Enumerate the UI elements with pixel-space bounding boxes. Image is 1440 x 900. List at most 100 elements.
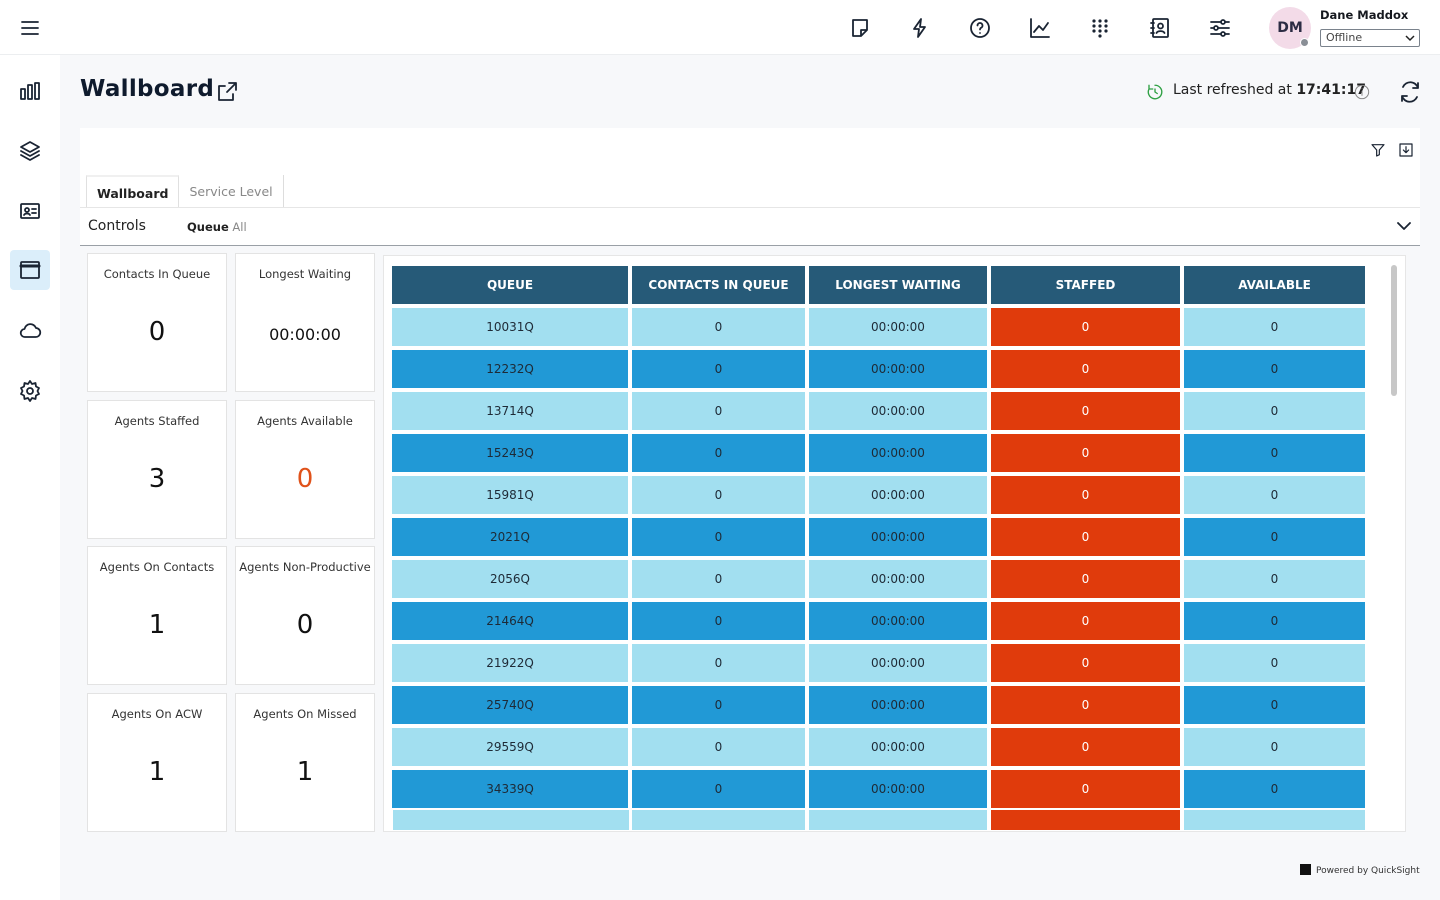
table-cell: 0 (1184, 560, 1365, 598)
nav-dashboards[interactable] (18, 79, 42, 103)
kpi-value: 0 (296, 463, 314, 494)
footer-text: Powered by QuickSight (1316, 866, 1420, 876)
table-cell: 0 (632, 602, 805, 640)
table-row: 21922Q 0 00:00:00 0 0 (392, 644, 1365, 682)
open-external[interactable] (215, 80, 239, 104)
table-cell: 0 (991, 686, 1180, 724)
table-cell: 0 (991, 518, 1180, 556)
collapse-controls[interactable] (1396, 219, 1412, 233)
menu-button[interactable] (18, 16, 42, 40)
analytics-icon[interactable] (1028, 16, 1052, 40)
column-header[interactable]: AVAILABLE (1184, 266, 1365, 304)
status-value: Offline (1326, 31, 1363, 44)
table-cell: 0 (632, 518, 805, 556)
settings-sliders-icon[interactable] (1208, 16, 1232, 40)
table-cell: 0 (991, 308, 1180, 346)
table-cell: 0 (991, 434, 1180, 472)
table-cell: 0 (1184, 686, 1365, 724)
nav-layers[interactable] (18, 139, 42, 163)
table-cell: 0 (991, 728, 1180, 766)
tab[interactable]: Wallboard (86, 175, 180, 208)
kpi-label: Agents On ACW (111, 706, 203, 721)
dialpad-icon[interactable] (1088, 16, 1112, 40)
nav-wallboard[interactable] (18, 258, 42, 282)
kpi-card: Agents Staffed 3 (87, 399, 227, 539)
quick-actions-icon[interactable] (908, 16, 932, 40)
table-cell: 00:00:00 (809, 728, 987, 766)
column-header[interactable]: LONGEST WAITING (809, 266, 987, 304)
table-cell: 0 (1184, 350, 1365, 388)
table-row: 29559Q 0 00:00:00 0 0 (392, 728, 1365, 766)
nav-settings[interactable] (18, 379, 42, 403)
tab[interactable]: Service Level (179, 175, 284, 208)
user-name: Dane Maddox (1320, 8, 1409, 22)
kpi-label: Agents Non-Productive (239, 560, 371, 574)
nav-contacts[interactable] (18, 199, 42, 223)
kpi-card: Agents On Contacts 1 (87, 546, 227, 685)
table-cell: 0 (1184, 728, 1365, 766)
table-cell: 21922Q (392, 644, 628, 682)
table-row: 13714Q 0 00:00:00 0 0 (392, 392, 1365, 430)
kpi-card: Longest Waiting 00:00:00 (235, 253, 375, 392)
table-cell: 0 (991, 770, 1180, 808)
column-header[interactable]: STAFFED (991, 266, 1180, 304)
table-cell: 0 (1184, 602, 1365, 640)
scrollbar[interactable] (1391, 265, 1397, 396)
table-cell: 0 (991, 476, 1180, 514)
top-bar: DM Dane Maddox Offline (0, 0, 1440, 55)
table-cell: 0 (1184, 518, 1365, 556)
controls-bar (80, 207, 1420, 246)
footer: Powered by QuickSight (1300, 864, 1420, 876)
table-cell: 0 (1184, 476, 1365, 514)
status-select[interactable]: Offline (1320, 29, 1420, 47)
table-cell: 0 (632, 770, 805, 808)
queue-table-panel: QUEUE CONTACTS IN QUEUE LONGEST WAITING STA… (383, 255, 1406, 832)
help-icon[interactable] (968, 16, 992, 40)
page-title: Wallboard (80, 76, 215, 102)
refresh-time: 17:41:17 (1296, 82, 1366, 98)
kpi-value: 1 (148, 610, 166, 640)
nav-cloud[interactable] (18, 319, 42, 343)
table-cell: 2021Q (392, 518, 628, 556)
table-row: 21464Q 0 00:00:00 0 0 (392, 602, 1365, 640)
filter-name: Queue (187, 220, 229, 234)
queue-filter[interactable]: Queue All (187, 220, 247, 234)
table-row: 2021Q 0 00:00:00 0 0 (392, 518, 1365, 556)
kpi-label: Agents Staffed (114, 413, 200, 428)
partial-row-cell (393, 810, 629, 830)
table-cell: 0 (1184, 308, 1365, 346)
kpi-card: Contacts In Queue 0 (87, 253, 227, 392)
kpi-card: Agents Available 0 (235, 399, 375, 539)
kpi-card: Agents Non-Productive 0 (235, 546, 375, 685)
refresh-button[interactable] (1398, 80, 1422, 104)
partial-row-cell (991, 810, 1180, 830)
table-row: 15981Q 0 00:00:00 0 0 (392, 476, 1365, 514)
column-header[interactable]: QUEUE (392, 266, 628, 304)
table-row: 34339Q 0 00:00:00 0 0 (392, 770, 1365, 808)
table-cell: 0 (1184, 392, 1365, 430)
table-cell: 0 (1184, 770, 1365, 808)
table-cell: 0 (1184, 434, 1365, 472)
tab-bar: Wallboard Service Level (86, 175, 284, 208)
nav-active-highlight (10, 250, 50, 290)
filter-button[interactable] (1370, 142, 1386, 158)
sidebar (0, 55, 60, 900)
table-cell: 00:00:00 (809, 602, 987, 640)
quicksight-logo (1300, 864, 1311, 875)
partial-row-cell (1184, 810, 1365, 830)
column-header[interactable]: CONTACTS IN QUEUE (632, 266, 805, 304)
info-icon[interactable] (1354, 84, 1370, 100)
contacts-icon[interactable] (1148, 16, 1172, 40)
table-cell: 00:00:00 (809, 560, 987, 598)
table-cell: 0 (632, 392, 805, 430)
refresh-status-icon (1147, 84, 1163, 100)
table-cell: 12232Q (392, 350, 628, 388)
table-cell: 00:00:00 (809, 518, 987, 556)
notes-icon[interactable] (848, 16, 872, 40)
kpi-value: 0 (296, 610, 314, 640)
table-cell: 00:00:00 (809, 392, 987, 430)
export-button[interactable] (1398, 142, 1414, 158)
kpi-label: Contacts In Queue (103, 267, 211, 281)
table-cell: 00:00:00 (809, 434, 987, 472)
